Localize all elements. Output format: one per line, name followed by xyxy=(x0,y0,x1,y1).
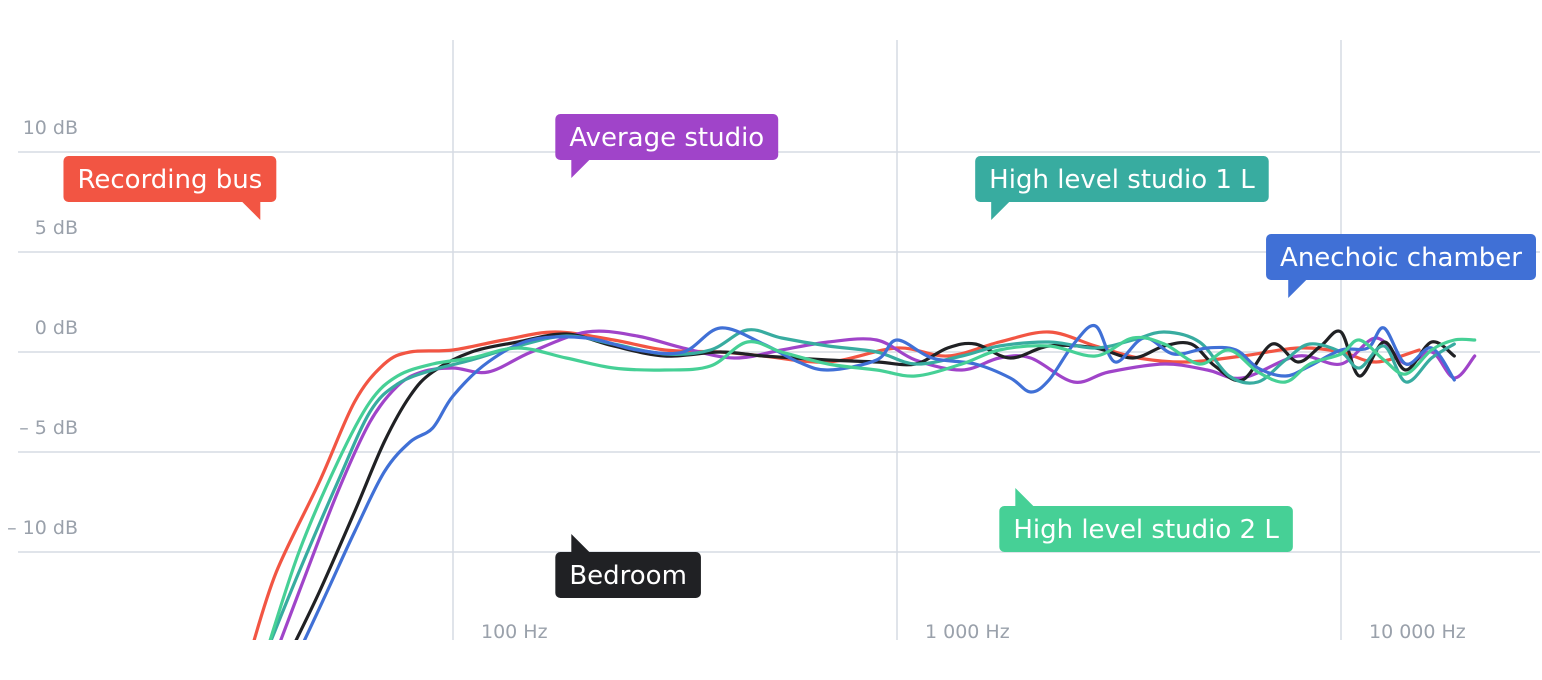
callout-pointer xyxy=(242,202,261,220)
series-callout: Anechoic chamber xyxy=(1266,234,1536,298)
series-callout-label: Recording bus xyxy=(77,165,262,195)
series-callout-label: Anechoic chamber xyxy=(1280,243,1522,273)
y-tick-label: 5 dB xyxy=(35,217,78,239)
callout-pointer xyxy=(991,202,1010,220)
x-tick-label: 10 000 Hz xyxy=(1369,621,1466,643)
series-callouts: Recording bus Average studio Bedroom High l… xyxy=(63,114,1536,598)
callout-pointer xyxy=(571,534,590,552)
callout-box xyxy=(63,156,277,202)
series-callout: Bedroom xyxy=(555,534,701,598)
series-callout: Recording bus xyxy=(63,156,277,220)
callout-pointer xyxy=(1288,280,1307,298)
y-tick-label: – 5 dB xyxy=(19,417,78,439)
callout-box xyxy=(999,506,1293,552)
series-callout: High level studio 1 L xyxy=(975,156,1269,220)
x-tick-label: 100 Hz xyxy=(481,621,548,643)
series-callout-label: High level studio 1 L xyxy=(989,165,1255,195)
series-line-high-level-studio-1-l xyxy=(269,328,1456,640)
callout-pointer xyxy=(1015,488,1034,506)
y-tick-label: 10 dB xyxy=(23,117,78,139)
series-callout: High level studio 2 L xyxy=(999,488,1293,552)
y-tick-label: 0 dB xyxy=(35,317,78,339)
series-callout-label: Average studio xyxy=(569,123,764,153)
callout-box xyxy=(975,156,1269,202)
series-lines xyxy=(252,323,1477,640)
series-callout: Average studio xyxy=(555,114,779,178)
series-callout-label: High level studio 2 L xyxy=(1013,515,1279,545)
callout-box xyxy=(555,114,779,160)
y-tick-label: – 10 dB xyxy=(7,517,78,539)
series-line-average-studio xyxy=(279,329,1477,640)
callout-box xyxy=(555,552,701,598)
axis-labels: 10 dB 5 dB 0 dB – 5 dB – 10 dB 100 Hz 1 000 Hz… xyxy=(7,117,1466,643)
series-line-anechoic-chamber xyxy=(302,323,1456,640)
x-tick-label: 1 000 Hz xyxy=(925,621,1010,643)
grid xyxy=(18,40,1540,640)
callout-pointer xyxy=(571,160,590,178)
series-line-bedroom xyxy=(294,329,1456,640)
callout-box xyxy=(1266,234,1536,280)
series-line-high-level-studio-2-l xyxy=(268,335,1477,640)
series-callout-label: Bedroom xyxy=(569,561,687,591)
